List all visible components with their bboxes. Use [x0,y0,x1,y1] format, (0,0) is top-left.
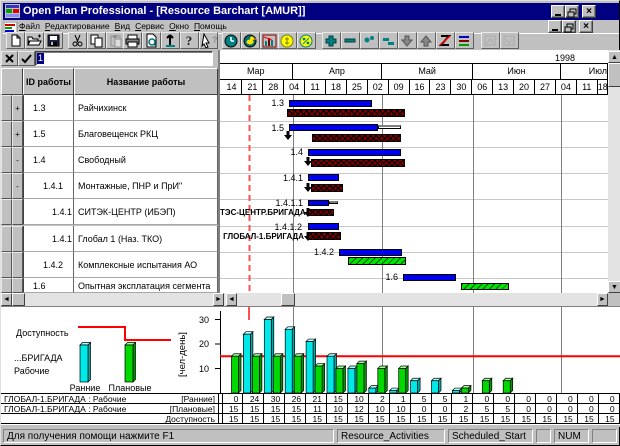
svg-text:?: ? [212,35,217,45]
svg-text:?: ? [186,33,193,48]
